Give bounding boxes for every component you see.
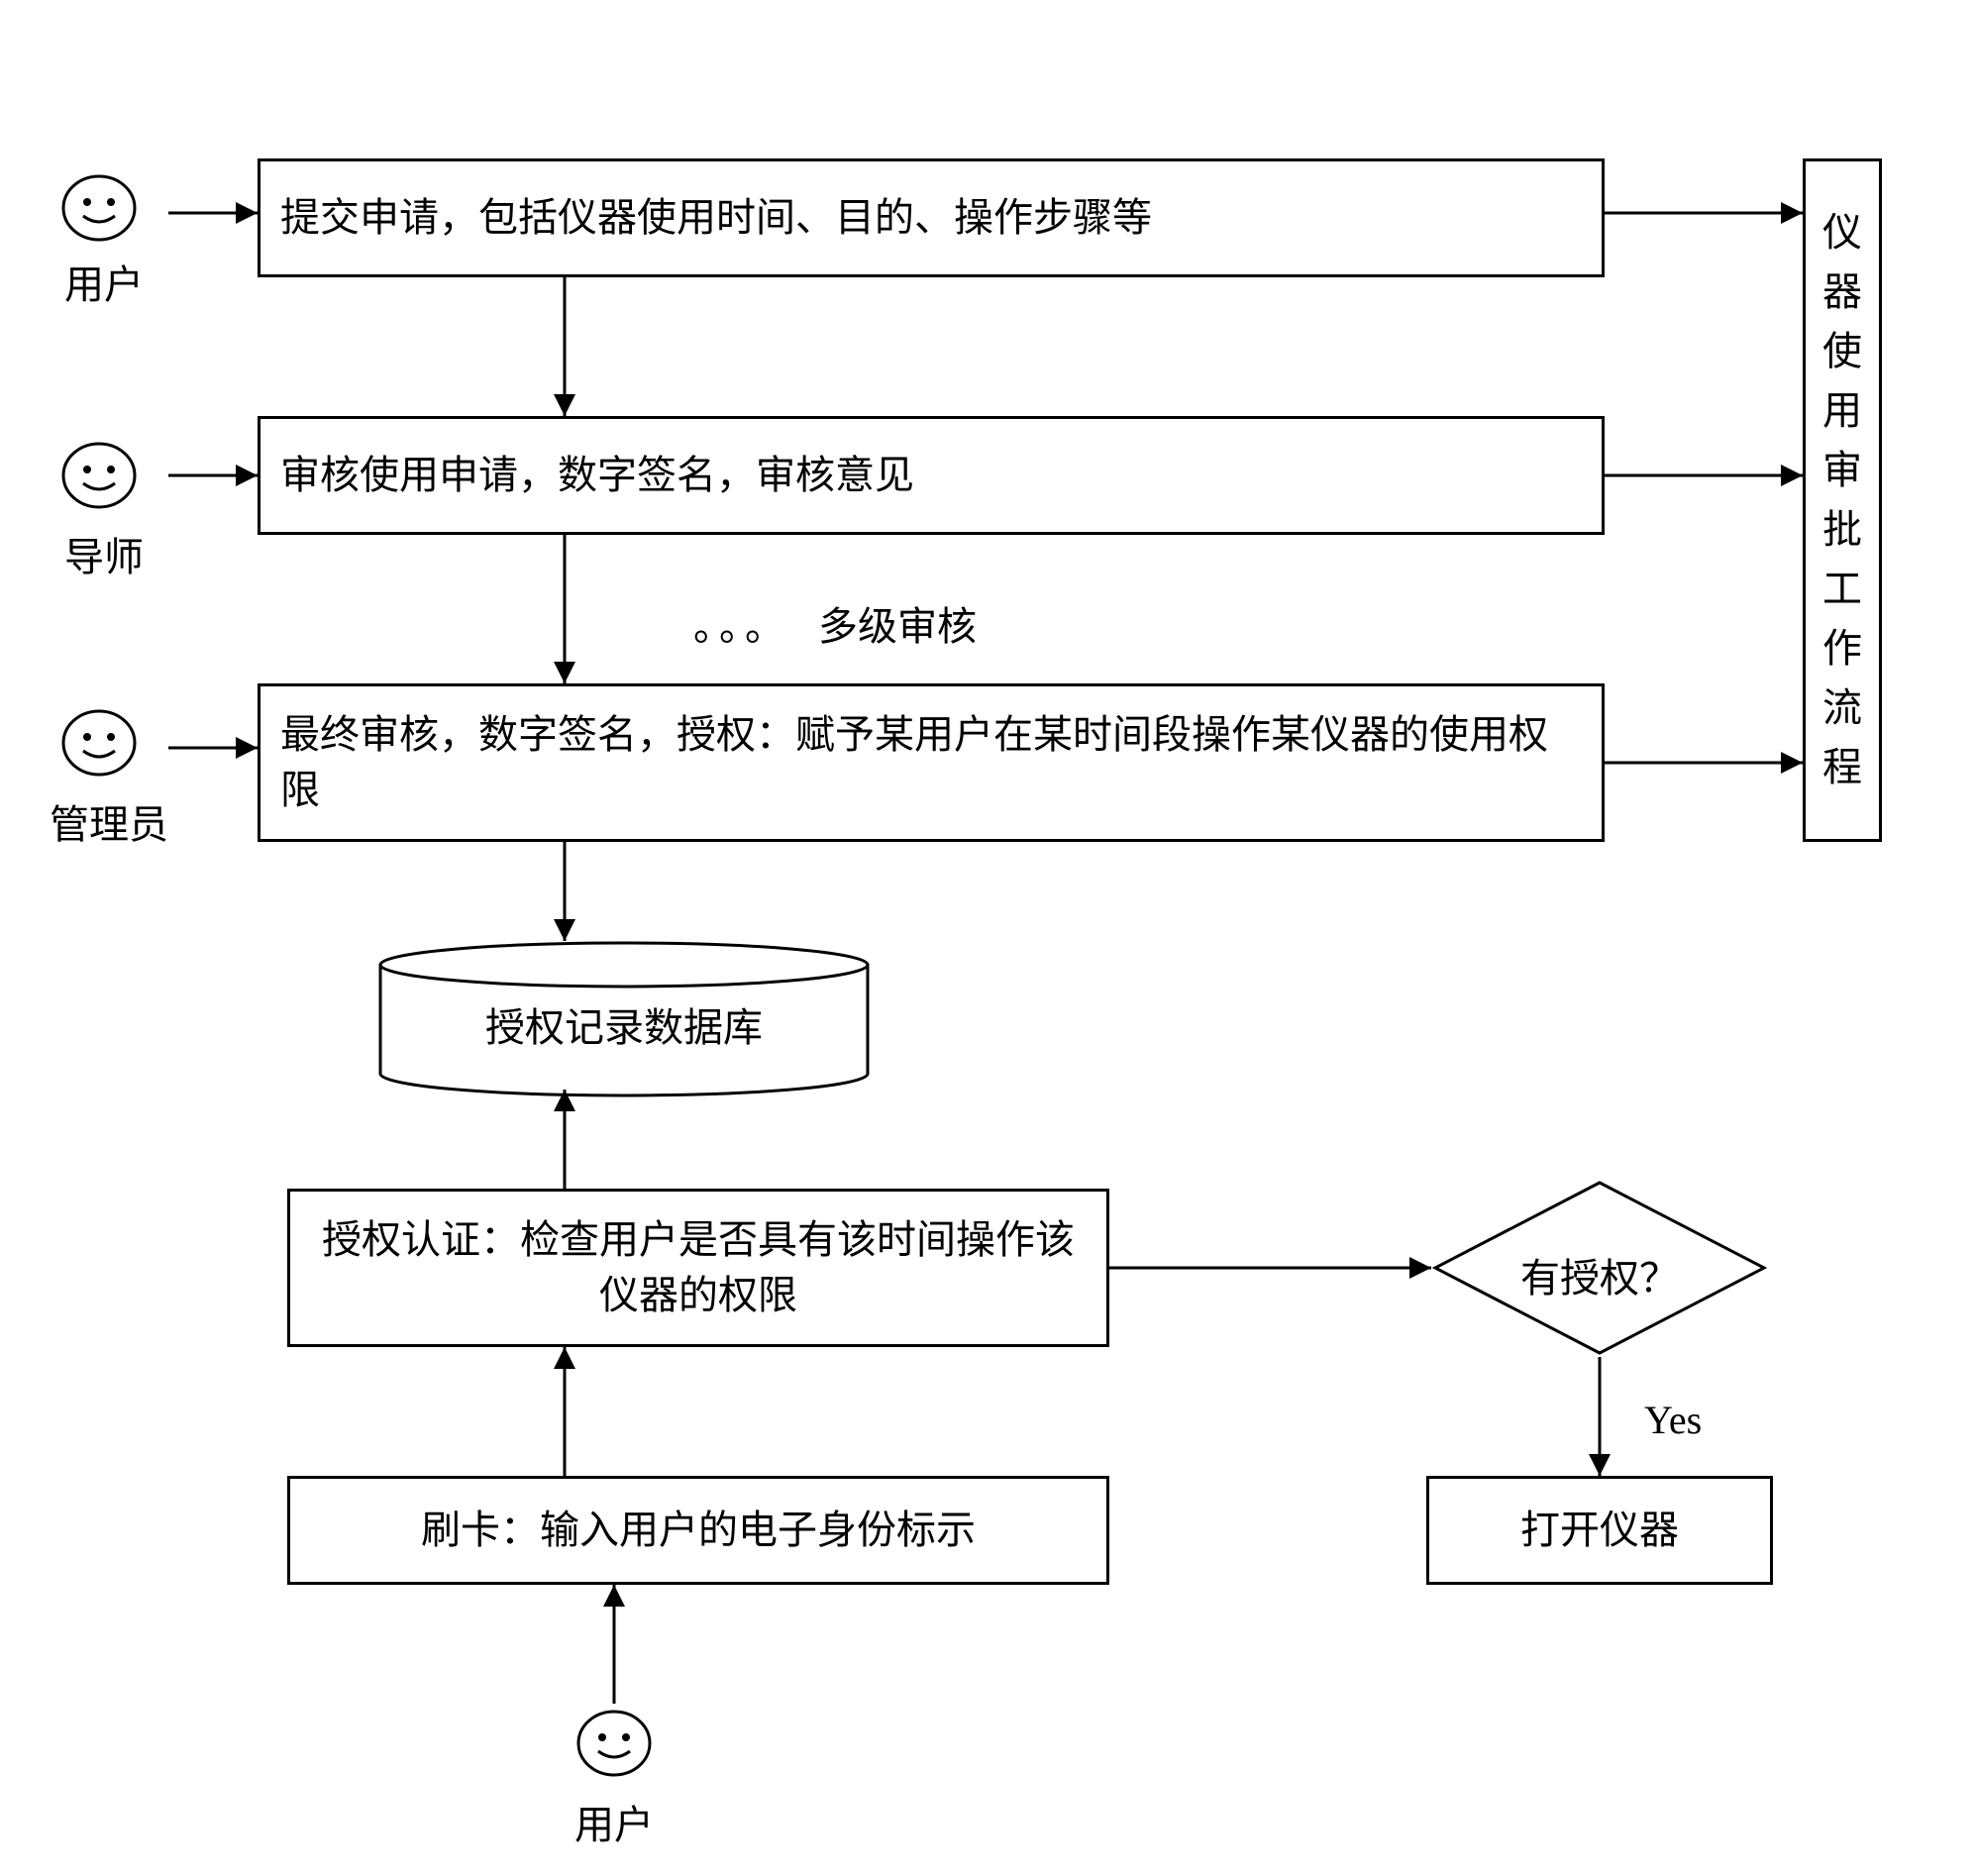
smiley-icon: [59, 703, 139, 782]
box-open-text: 打开仪器: [1520, 1503, 1679, 1558]
actor-user-bottom-label: 用户: [570, 1793, 659, 1850]
box-final: 最终审核，数字签名，授权：赋予某用户在某时间段操作某仪器的使用权限: [258, 683, 1605, 842]
box-review-text: 审核使用申请，数字签名，审核意见: [280, 448, 914, 503]
box-submit-text: 提交申请，包括仪器使用时间、目的、操作步骤等: [280, 190, 1152, 246]
actor-admin-label: 管理员: [40, 792, 178, 850]
diamond-auth: 有授权？: [1431, 1179, 1768, 1357]
label-multi-review: 。。。 多级审核: [693, 594, 977, 652]
smiley-icon: [574, 1704, 654, 1783]
box-workflow-text: 仪器使用审批工作流程: [1822, 203, 1862, 797]
box-authcheck: 授权认证：检查用户是否具有该时间操作该仪器的权限: [287, 1189, 1109, 1347]
box-workflow: 仪器使用审批工作流程: [1803, 158, 1882, 842]
box-swipe-text: 刷卡：输入用户的电子身份标示: [421, 1503, 976, 1558]
box-final-text: 最终审核，数字签名，授权：赋予某用户在某时间段操作某仪器的使用权限: [280, 707, 1582, 818]
box-open: 打开仪器: [1426, 1476, 1773, 1585]
cylinder-db: 授权记录数据库: [376, 941, 872, 1099]
label-yes: Yes: [1644, 1397, 1702, 1443]
edges-layer: [0, 0, 1977, 1876]
smiley-icon: [59, 168, 139, 248]
box-review: 审核使用申请，数字签名，审核意见: [258, 416, 1605, 535]
box-submit: 提交申请，包括仪器使用时间、目的、操作步骤等: [258, 158, 1605, 277]
box-swipe: 刷卡：输入用户的电子身份标示: [287, 1476, 1109, 1585]
label-multi-review-text: 多级审核: [818, 604, 977, 649]
smiley-icon: [59, 436, 139, 515]
box-authcheck-text: 授权认证：检查用户是否具有该时间操作该仪器的权限: [310, 1212, 1087, 1323]
label-multi-review-dots: 。。。: [693, 604, 790, 649]
actor-user-top-label: 用户: [59, 253, 149, 310]
cylinder-db-text: 授权记录数据库: [376, 995, 872, 1053]
diamond-auth-text: 有授权？: [1431, 1246, 1768, 1303]
actor-tutor-label: 导师: [59, 525, 149, 582]
